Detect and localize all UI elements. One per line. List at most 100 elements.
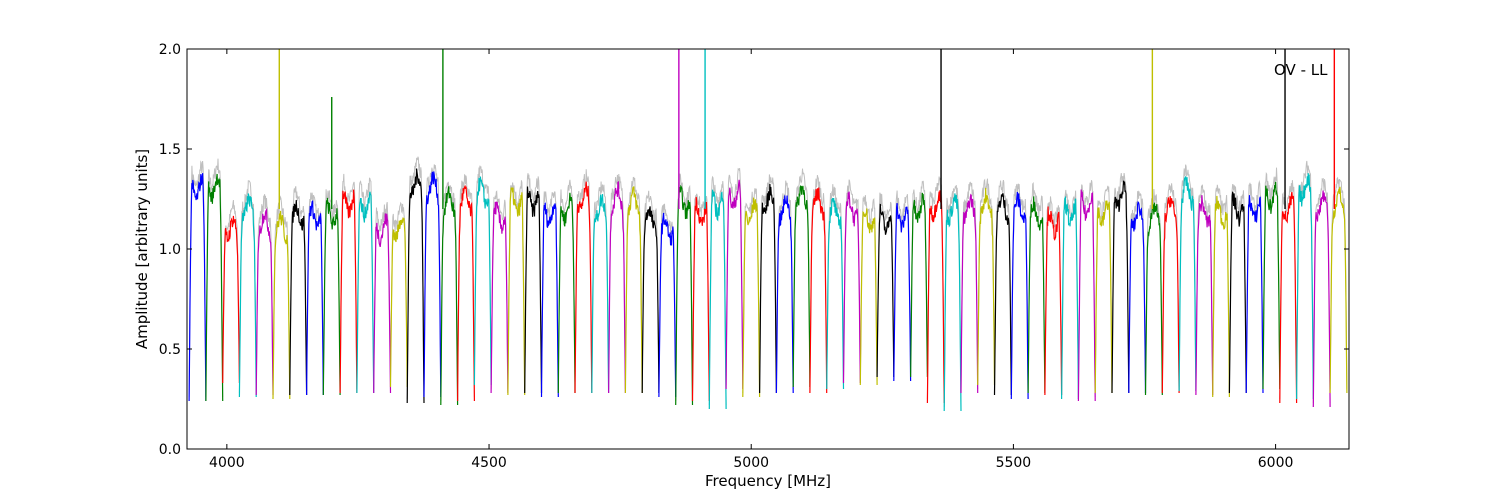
y-tick-label: 1.5	[159, 142, 181, 158]
band-series-41	[876, 203, 895, 378]
band-series-33	[742, 197, 761, 398]
background-band-14	[423, 164, 442, 394]
band-series-58	[1161, 196, 1180, 394]
background-band-48	[994, 180, 1012, 392]
band-series-61	[1212, 195, 1230, 398]
x-tick-label: 5500	[996, 455, 1032, 471]
background-band-23	[574, 169, 593, 390]
background-band-22	[557, 179, 576, 390]
background-band-41	[876, 192, 895, 374]
x-axis-label: Frequency [MHz]	[705, 472, 831, 490]
band-series-7	[306, 200, 324, 396]
band-series-45	[943, 193, 962, 412]
background-band-50	[1027, 181, 1046, 390]
band-series-6	[289, 200, 308, 396]
band-series-11	[373, 213, 392, 394]
background-band-30	[692, 193, 710, 398]
background-band-19	[507, 180, 526, 392]
annotation-label: OV - LL	[1274, 61, 1328, 79]
x-tick-label: 4500	[471, 455, 507, 471]
background-band-42	[893, 190, 912, 378]
background-band-65	[1279, 180, 1298, 400]
background-band-58	[1161, 183, 1180, 390]
band-series-20	[524, 186, 543, 394]
band-series-62	[1228, 191, 1247, 394]
background-band-49	[1010, 183, 1029, 396]
background-band-16	[457, 173, 475, 398]
band-series-39	[842, 191, 861, 384]
background-band-37	[809, 175, 828, 390]
band-series-26	[624, 186, 643, 394]
band-series-2	[222, 215, 240, 384]
background-band-6	[289, 186, 308, 392]
background-band-25	[608, 173, 626, 390]
background-band-60	[1195, 184, 1214, 392]
band-series-52	[1061, 195, 1079, 400]
band-series-64	[1262, 181, 1281, 390]
band-series-22	[557, 192, 576, 394]
band-series-46	[960, 193, 979, 394]
background-band-8	[322, 189, 341, 392]
band-series-37	[809, 187, 828, 394]
band-series-65	[1279, 191, 1298, 404]
background-band-46	[960, 181, 979, 390]
x-tick-label: 5000	[733, 455, 769, 471]
background-band-20	[524, 173, 542, 390]
band-series-16	[457, 184, 475, 402]
band-series-63	[1245, 195, 1264, 394]
background-band-35	[775, 180, 794, 390]
background-band-5	[272, 195, 291, 396]
band-series-24	[591, 194, 610, 394]
band-series-66	[1296, 173, 1314, 400]
y-axis-label: Amplitude [arbitrary units]	[133, 149, 151, 349]
background-band-59	[1178, 164, 1197, 388]
background-band-64	[1262, 167, 1281, 386]
background-band-0	[188, 160, 207, 398]
band-series-48	[993, 193, 1012, 396]
series-layer	[188, 49, 1348, 412]
background-band-57	[1145, 188, 1163, 392]
background-band-10	[356, 177, 375, 390]
band-series-57	[1144, 202, 1163, 396]
background-band-24	[591, 181, 610, 390]
band-series-25	[608, 180, 626, 394]
background-band-43	[910, 180, 928, 374]
background-band-21	[541, 191, 559, 394]
background-band-34	[759, 174, 777, 390]
band-series-38	[826, 197, 845, 390]
band-series-42	[893, 203, 912, 382]
band-series-34	[759, 183, 777, 394]
background-band-62	[1228, 184, 1247, 390]
band-series-17	[473, 176, 492, 386]
background-band-13	[406, 156, 425, 400]
y-tick-label: 2.0	[159, 42, 181, 58]
band-series-21	[540, 202, 559, 398]
background-band-54	[1094, 185, 1113, 390]
band-series-4	[255, 207, 274, 396]
x-tick-label: 6000	[1258, 455, 1294, 471]
y-tick-label: 1.0	[159, 242, 181, 258]
band-series-60	[1195, 195, 1214, 396]
band-series-51	[1044, 206, 1063, 396]
band-series-49	[1010, 191, 1029, 400]
band-series-56	[1128, 200, 1147, 394]
band-series-35	[775, 195, 794, 394]
band-series-67	[1312, 190, 1331, 408]
band-series-0	[188, 173, 207, 402]
band-series-68	[1329, 186, 1348, 394]
plot-background	[187, 49, 1349, 449]
band-series-43	[910, 192, 928, 378]
background-band-31	[708, 175, 727, 406]
band-series-14	[423, 171, 442, 398]
band-series-9	[339, 189, 358, 394]
band-series-10	[356, 191, 375, 394]
y-tick-label: 0.5	[159, 342, 181, 358]
background-band-7	[306, 192, 324, 392]
band-series-13	[406, 168, 425, 404]
background-band-27	[641, 190, 660, 390]
band-series-18	[490, 201, 509, 394]
background-band-67	[1312, 177, 1331, 404]
background-band-38	[826, 184, 844, 386]
band-series-31	[708, 189, 727, 410]
